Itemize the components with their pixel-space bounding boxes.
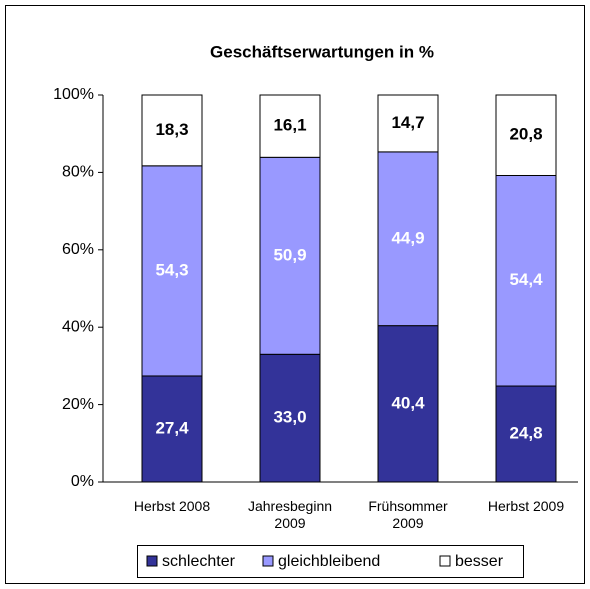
x-tick-label: Frühsommer 2009	[368, 498, 448, 531]
data-label: 24,8	[509, 423, 542, 442]
bar-segment	[141, 94, 203, 167]
bar-segment	[495, 94, 557, 176]
x-tick-label: Herbst 2008	[133, 498, 211, 514]
legend-label: besser	[455, 553, 504, 570]
data-label: 18,3	[155, 120, 188, 139]
legend-label: gleichbleibend	[278, 553, 380, 570]
data-label: 16,1	[273, 116, 306, 135]
data-label: 40,4	[391, 393, 425, 412]
bar-segment	[141, 375, 203, 483]
bar-segment	[141, 165, 203, 377]
data-label: 20,8	[509, 125, 542, 144]
bar-segment	[377, 94, 439, 153]
legend-label: schlechter	[162, 553, 236, 570]
y-tick-label: 100%	[53, 86, 94, 103]
data-label: 54,3	[155, 260, 188, 279]
y-tick-label: 20%	[62, 396, 94, 413]
bar-segment	[495, 385, 557, 483]
data-label: 33,0	[273, 408, 306, 427]
data-label: 44,9	[391, 228, 424, 247]
y-tick-label: 0%	[71, 473, 94, 490]
bar-segment	[259, 94, 321, 158]
x-tick-label: Herbst 2009	[487, 498, 565, 514]
y-tick-label: 40%	[62, 318, 94, 335]
data-label: 27,4	[155, 418, 189, 437]
bar-segment	[259, 353, 321, 483]
bar-segment	[495, 174, 557, 387]
data-label: 50,9	[273, 245, 306, 264]
bar-segment	[377, 151, 439, 327]
data-label: 54,4	[509, 270, 543, 289]
legend-swatch	[262, 555, 274, 567]
y-tick-label: 60%	[62, 241, 94, 258]
data-label: 14,7	[391, 113, 424, 132]
legend-swatch	[146, 555, 158, 567]
x-tick-label: Jahresbeginn 2009	[247, 498, 333, 531]
legend-box	[137, 545, 524, 578]
legend-swatch	[439, 555, 451, 567]
chart-title: Geschäftserwartungen in %	[210, 42, 434, 61]
y-tick-label: 80%	[62, 164, 94, 181]
